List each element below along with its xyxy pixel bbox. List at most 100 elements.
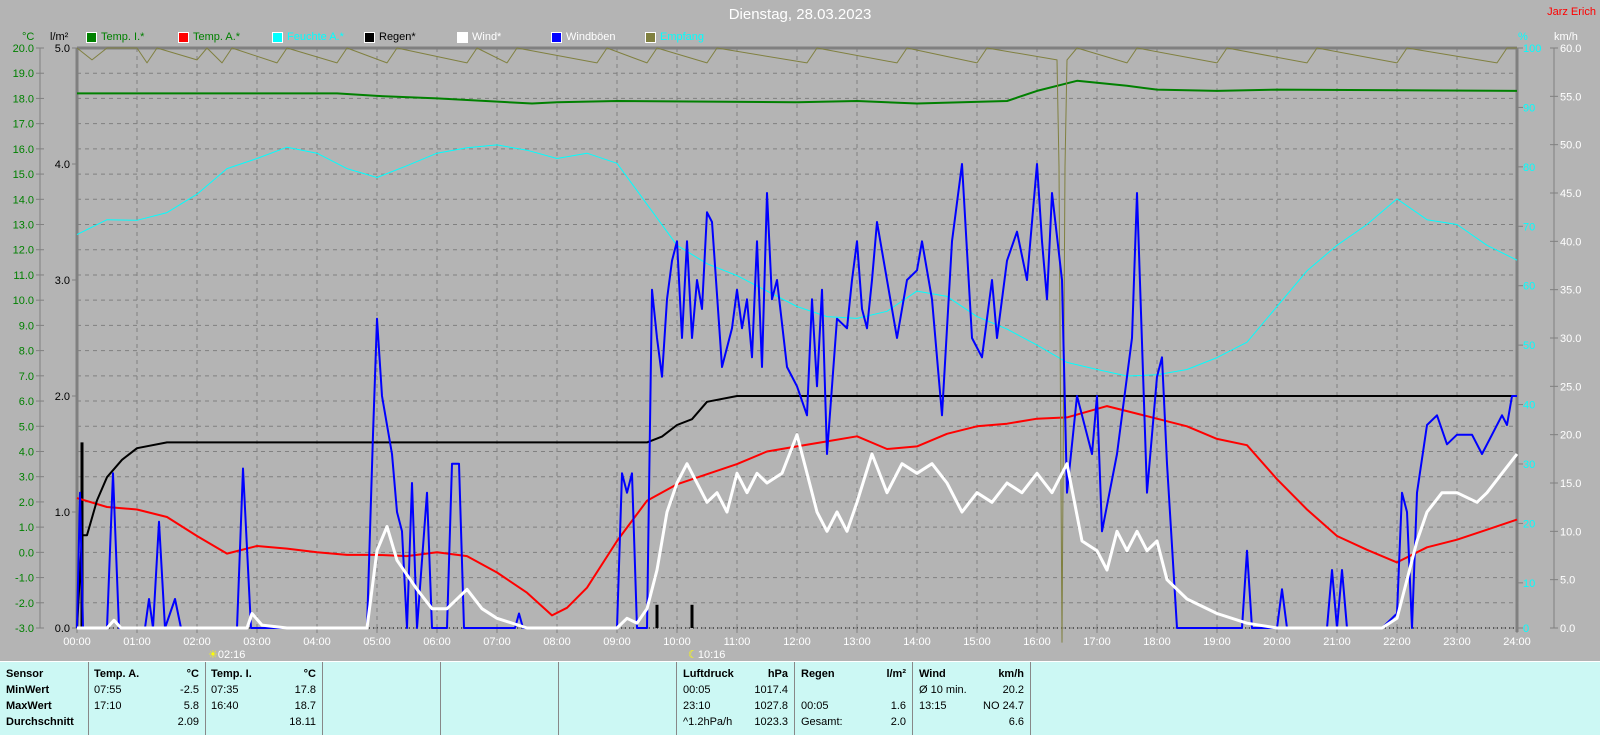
header-label: Luftdruck <box>683 668 734 680</box>
series-temp-i <box>77 79 1518 105</box>
wind-tick-label: 45.0 <box>1560 188 1581 200</box>
x-tick-label: 13:00 <box>843 636 871 648</box>
legend-label: Wind* <box>472 31 502 43</box>
legend-label: Temp. I.* <box>101 31 145 43</box>
wind-tick-label: 40.0 <box>1560 236 1581 248</box>
temp-tick-label: 5.0 <box>19 421 34 433</box>
weather-chart: 20.0 19.0 18.0 17.0 16.0 15.0 14.0 13.0 12.0 11.0… <box>13 43 1582 648</box>
temp-a-column: Temp. A. °C 07:55 -2.5 17:10 5.8 2.09 <box>88 662 206 735</box>
legend-item: Wind* <box>457 31 501 43</box>
legend-swatch <box>272 31 283 43</box>
moonrise-time: 10:16 <box>697 649 726 661</box>
cell-label: 16:40 <box>211 700 239 712</box>
x-tick-label: 05:00 <box>363 636 391 648</box>
cell-label: 00:05 <box>683 684 711 696</box>
cell-label: 07:35 <box>211 684 239 696</box>
author-label: Jarz Erich <box>1547 6 1596 18</box>
series-temp-a <box>76 405 1518 617</box>
temp-tick-label: 1.0 <box>19 522 34 534</box>
x-tick-label: 07:00 <box>483 636 511 648</box>
wind-tick-label: 30.0 <box>1560 333 1581 345</box>
rain-axis-unit: l/m² <box>50 31 69 43</box>
wind-tick-label: 0.0 <box>1560 623 1575 635</box>
cell-label: 17:10 <box>94 700 122 712</box>
cell-value: NO 24.7 <box>983 700 1024 712</box>
cell-label: 23:10 <box>683 700 711 712</box>
header-value: °C <box>303 668 316 680</box>
cell-label: Ø 10 min. <box>919 684 967 696</box>
legend-swatch <box>178 31 189 43</box>
temp-tick-label: -3.0 <box>15 623 34 635</box>
cell-value: 6.6 <box>1008 716 1024 728</box>
sensor-column: Sensor MinWert MaxWert Durchschnitt <box>0 662 89 735</box>
row-label-min: MinWert <box>6 684 50 696</box>
cell-value: 17.8 <box>294 684 316 696</box>
humidity-tick-label: 60 <box>1523 281 1535 293</box>
empty-column <box>441 662 559 735</box>
temp-tick-label: -1.0 <box>15 573 34 585</box>
legend-label: Windböen <box>566 31 616 43</box>
x-tick-label: 02:00 <box>183 636 211 648</box>
row-label-avg: Durchschnitt <box>6 716 74 728</box>
wind-tick-label: 60.0 <box>1560 43 1581 55</box>
temp-axis-unit: °C <box>22 31 35 43</box>
temp-tick-label: 18.0 <box>13 93 34 105</box>
x-tick-label: 16:00 <box>1023 636 1051 648</box>
legend-swatch <box>551 31 562 43</box>
series-windböen <box>76 163 1517 629</box>
chart-title: Dienstag, 28.03.2023 <box>728 6 872 23</box>
rain-column: Regen l/m² 00:05 1.6 Gesamt: 2.0 <box>795 662 913 735</box>
legend-swatch <box>86 31 97 43</box>
cell-value: 2.09 <box>177 716 199 728</box>
x-tick-label: 18:00 <box>1143 636 1171 648</box>
rain-tick-label: 4.0 <box>55 159 70 171</box>
series-feuchte-a <box>76 144 1518 377</box>
cell-value: 1023.3 <box>754 716 788 728</box>
rain-tick-label: 1.0 <box>55 507 70 519</box>
cell-value: 18.11 <box>289 716 316 728</box>
wind-tick-label: 55.0 <box>1560 91 1581 103</box>
series-wind <box>77 433 1519 630</box>
x-tick-label: 03:00 <box>243 636 271 648</box>
x-tick-label: 19:00 <box>1203 636 1231 648</box>
rain-tick-label: 5.0 <box>55 43 70 55</box>
humidity-tick-label: 20 <box>1523 518 1535 530</box>
statistics-panel: Sensor MinWert MaxWert Durchschnitt Temp… <box>0 661 1600 735</box>
x-tick-label: 09:00 <box>603 636 631 648</box>
temp-tick-label: 12.0 <box>13 245 34 257</box>
legend-swatch <box>364 31 375 43</box>
x-tick-label: 04:00 <box>303 636 331 648</box>
temp-tick-label: 4.0 <box>19 446 34 458</box>
cell-label: ^1.2hPa/h <box>683 716 733 728</box>
wind-tick-label: 25.0 <box>1560 381 1581 393</box>
legend-swatch <box>457 31 468 43</box>
moonrise-marker: ☾10:16 <box>688 648 725 661</box>
cell-value: 18.7 <box>294 700 316 712</box>
humidity-tick-label: 90 <box>1523 102 1535 114</box>
cell-value: -2.5 <box>180 684 199 696</box>
temp-tick-label: 15.0 <box>13 169 34 181</box>
sensor-header: Sensor <box>6 668 44 680</box>
temp-tick-label: 14.0 <box>13 194 34 206</box>
x-tick-label: 00:00 <box>63 636 91 648</box>
wind-tick-label: 35.0 <box>1560 285 1581 297</box>
x-tick-label: 15:00 <box>963 636 991 648</box>
legend-item: Temp. A.* <box>178 31 240 43</box>
temp-tick-label: 2.0 <box>19 497 34 509</box>
series-empfang <box>76 47 1517 643</box>
humidity-tick-label: 70 <box>1523 221 1535 233</box>
header-label: Wind <box>919 668 946 680</box>
wind-tick-label: 10.0 <box>1560 526 1581 538</box>
cell-label: 13:15 <box>919 700 947 712</box>
empty-column <box>323 662 441 735</box>
header-value: km/h <box>998 668 1024 680</box>
cell-value: 20.2 <box>1002 684 1024 696</box>
header-value: hPa <box>767 668 788 680</box>
temp-tick-label: 11.0 <box>13 270 34 282</box>
humidity-tick-label: 50 <box>1523 340 1535 352</box>
x-tick-label: 24:00 <box>1503 636 1531 648</box>
humidity-tick-label: 80 <box>1523 162 1535 174</box>
header-label: Temp. I. <box>211 668 252 680</box>
legend-label: Feuchte A.* <box>287 31 344 43</box>
legend-label: Regen* <box>379 31 416 43</box>
